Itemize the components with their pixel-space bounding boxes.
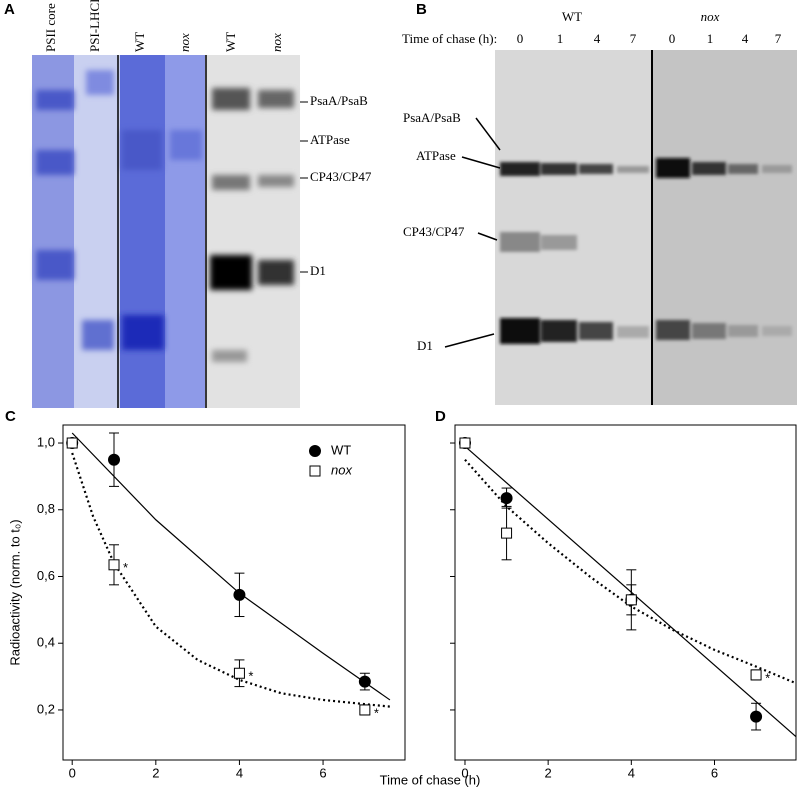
time-label: 7 <box>630 31 637 46</box>
panel-label: D <box>435 408 446 425</box>
group-label: nox <box>701 9 720 24</box>
band-label: D1 <box>417 338 433 353</box>
point <box>625 594 637 606</box>
y-tick-label: 0,2 <box>37 701 55 716</box>
time-label: 1 <box>557 31 564 46</box>
point <box>358 675 371 688</box>
point <box>750 669 762 681</box>
fit-line <box>71 452 391 708</box>
y-tick-label: 1,0 <box>37 434 55 449</box>
point <box>750 710 763 723</box>
gel-a <box>32 55 300 408</box>
lane-label: PSII core <box>43 3 58 52</box>
point <box>500 492 513 505</box>
fit-line <box>464 445 797 738</box>
annotation: * <box>248 669 253 684</box>
time-label: 4 <box>594 31 601 46</box>
band-label: CP43/CP47 <box>310 169 372 184</box>
lane-label: WT <box>132 32 147 52</box>
legend-label: WT <box>331 442 351 457</box>
time-label: 1 <box>707 31 714 46</box>
group-label: WT <box>562 9 582 24</box>
x-tick-label: 2 <box>152 765 159 780</box>
x-tick-label: 6 <box>319 765 326 780</box>
point <box>459 437 471 449</box>
legend-marker <box>309 445 321 457</box>
point <box>233 667 245 679</box>
band-label: ATPase <box>310 132 350 147</box>
point <box>108 559 120 571</box>
legend-label: nox <box>331 462 352 477</box>
x-tick-label: 6 <box>711 765 718 780</box>
time-label: 0 <box>517 31 524 46</box>
annotation: * <box>123 560 128 575</box>
time-label: 4 <box>742 31 749 46</box>
point <box>66 437 78 449</box>
y-tick-label: 0,8 <box>37 501 55 516</box>
lane-label: PSI-LHCI <box>87 0 102 52</box>
time-label: Time of chase (h): <box>402 31 497 46</box>
legend-marker <box>309 465 321 477</box>
point <box>233 588 246 601</box>
lane-label: nox <box>177 33 192 52</box>
annotation: * <box>374 705 379 720</box>
panel-label: C <box>5 408 16 425</box>
band-label: ATPase <box>416 148 456 163</box>
x-tick-label: 2 <box>545 765 552 780</box>
band-label: D1 <box>310 263 326 278</box>
gel-b <box>444 50 797 405</box>
y-tick-label: 0,4 <box>37 635 55 650</box>
x-axis-label: Time of chase (h) <box>380 772 481 787</box>
panel-label: A <box>4 1 15 18</box>
time-label: 7 <box>775 31 782 46</box>
point <box>108 453 121 466</box>
y-axis-label: Radioactivity (norm. to t₀) <box>7 519 22 665</box>
band-label: PsaA/PsaB <box>403 110 461 125</box>
band-label: CP43/CP47 <box>403 224 465 239</box>
x-tick-label: 4 <box>628 765 635 780</box>
x-tick-label: 0 <box>461 765 468 780</box>
panel-label: B <box>416 1 427 18</box>
lane-label: nox <box>269 33 284 52</box>
annotation: * <box>765 670 770 685</box>
time-label: 0 <box>669 31 676 46</box>
lane-label: WT <box>223 32 238 52</box>
fit-line <box>464 458 797 685</box>
plot-frame <box>62 424 406 761</box>
band-label: PsaA/PsaB <box>310 93 368 108</box>
x-tick-label: 4 <box>236 765 243 780</box>
point <box>501 527 513 539</box>
x-tick-label: 0 <box>69 765 76 780</box>
y-tick-label: 0,6 <box>37 568 55 583</box>
plot-frame <box>454 424 797 761</box>
point <box>359 704 371 716</box>
